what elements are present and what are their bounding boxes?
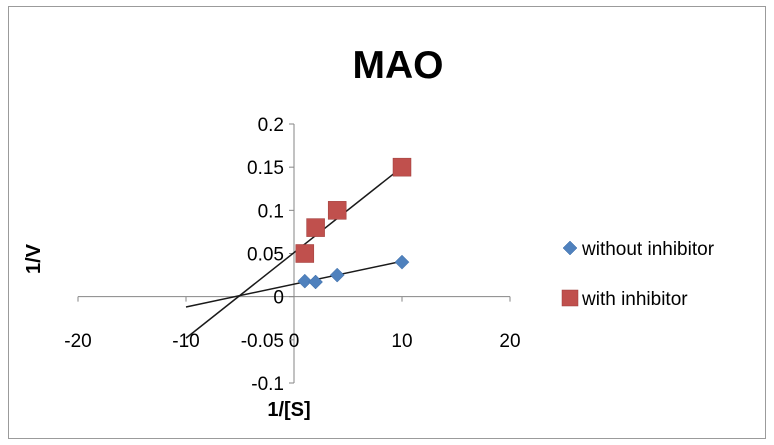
point-with-inhibitor <box>327 201 347 220</box>
y-tick-label: 0.05 <box>247 245 284 266</box>
legend-marker-with-inhibitor <box>561 289 579 307</box>
point-with-inhibitor <box>306 218 325 237</box>
x-tick-label: 0 <box>289 331 300 352</box>
y-axis-label: 1/V <box>23 243 45 274</box>
point-with-inhibitor <box>295 244 315 263</box>
y-tick-label: 0.1 <box>258 201 284 222</box>
trendline-with-inhibitor <box>185 166 403 339</box>
x-axis-label: 1/[S] <box>267 399 310 421</box>
legend-label: without inhibitor <box>581 239 715 260</box>
legend-item-with-inhibitor: with inhibitor <box>561 289 688 310</box>
legend-label: with inhibitor <box>581 289 688 310</box>
legend-item-without-inhibitor: without inhibitor <box>562 239 715 260</box>
point-without-inhibitor <box>394 254 410 270</box>
point-without-inhibitor <box>308 274 323 290</box>
point-with-inhibitor <box>392 157 412 177</box>
y-tick-label: 0.15 <box>247 158 284 179</box>
point-without-inhibitor <box>297 273 313 289</box>
y-tick-label: -0.05 <box>241 331 284 352</box>
x-tick-label: 20 <box>499 331 520 352</box>
data-points <box>295 157 412 290</box>
point-without-inhibitor <box>329 267 345 283</box>
x-tick-label: 10 <box>391 331 412 352</box>
legend-marker-without-inhibitor <box>562 240 578 256</box>
y-tick-label: 0 <box>273 288 284 309</box>
y-tick-label: 0.2 <box>258 115 284 136</box>
y-tick-label: -0.1 <box>251 374 284 395</box>
trendlines <box>185 166 403 339</box>
chart-area <box>8 6 766 439</box>
trendline-without-inhibitor <box>185 260 403 308</box>
x-tick-label: -10 <box>172 331 199 352</box>
chart-title: MAO <box>353 44 444 87</box>
legend: without inhibitor with inhibitor <box>561 239 715 310</box>
x-tick-label: -20 <box>64 331 91 352</box>
